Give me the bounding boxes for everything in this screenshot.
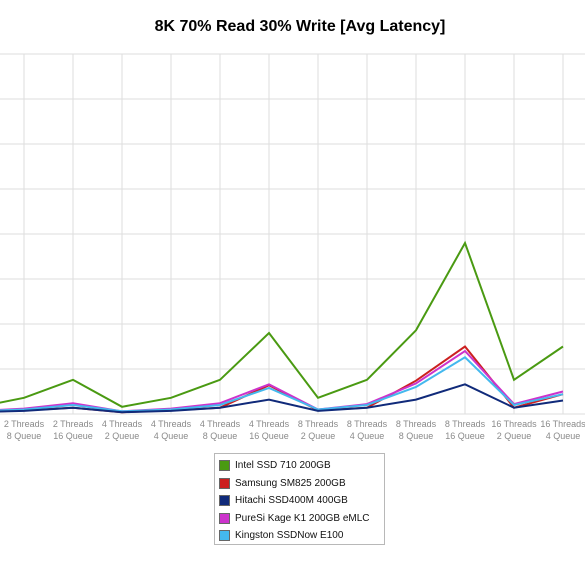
legend-item: Intel SSD 710 200GB [219, 457, 384, 475]
legend-item: Kingston SSDNow E100 [219, 527, 384, 545]
x-tick-label: 8 Threads 8 Queue [396, 419, 437, 441]
x-tick-label: 4 Threads 4 Queue [151, 419, 192, 441]
legend-item: PureSi Kage K1 200GB eMLC [219, 510, 384, 528]
x-tick-label: 8 Threads 16 Queue [445, 419, 486, 441]
legend-swatch [219, 495, 230, 507]
x-tick-label: 8 Threads 4 Queue [347, 419, 388, 441]
legend-swatch [219, 530, 230, 542]
legend-label: PureSi Kage K1 200GB eMLC [235, 512, 370, 524]
series-line-4 [0, 356, 564, 413]
x-tick-label: 4 Threads 8 Queue [200, 419, 241, 441]
x-tick-label: 4 Threads 2 Queue [102, 419, 143, 441]
legend-label: Samsung SM825 200GB [235, 477, 346, 489]
legend-item: Samsung SM825 200GB [219, 475, 384, 493]
x-tick-label: 2 Threads 16 Queue [53, 419, 94, 441]
legend-label: Kingston SSDNow E100 [235, 530, 344, 542]
series-line-0 [0, 240, 564, 408]
legend-label: Intel SSD 710 200GB [235, 460, 331, 472]
series-line-3 [0, 349, 564, 413]
x-tick-label: 8 Threads 2 Queue [298, 419, 339, 441]
legend-item: Hitachi SSD400M 400GB [219, 492, 384, 510]
x-tick-label: 16 Threads 2 Queue [491, 419, 537, 441]
legend-label: Hitachi SSD400M 400GB [235, 495, 348, 507]
series-lines [0, 240, 564, 414]
legend-swatch [219, 460, 230, 472]
chart-title: 8K 70% Read 30% Write [Avg Latency] [154, 18, 446, 35]
grid [0, 53, 585, 415]
x-tick-label: 16 Threads 4 Queue [540, 419, 585, 441]
series-line-2 [0, 383, 564, 414]
x-tick-label: 2 Threads 8 Queue [4, 419, 45, 441]
x-tick-label: 4 Threads 16 Queue [249, 419, 290, 441]
legend-swatch [219, 512, 230, 524]
legend-swatch [219, 477, 230, 489]
legend: Intel SSD 710 200GB Samsung SM825 200GB Hi… [214, 453, 385, 545]
